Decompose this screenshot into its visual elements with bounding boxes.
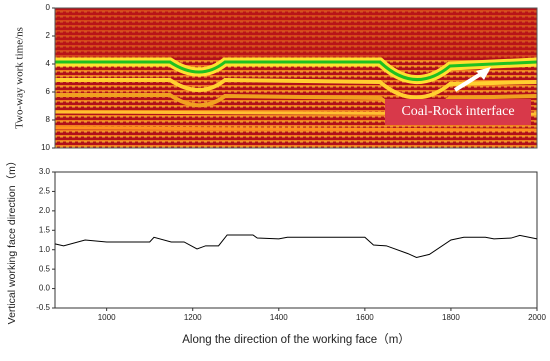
x-tick-label: 1800 (442, 313, 460, 322)
y-tick-label: 1.0 (39, 245, 51, 254)
plot-frame (54, 171, 538, 309)
x-tick-label: 1400 (270, 313, 288, 322)
y-tick-label: 6 (46, 87, 51, 96)
y-tick-label: 2.0 (39, 206, 51, 215)
y-tick-label: -0.5 (36, 303, 50, 312)
y-tick-label: 3.0 (39, 167, 51, 176)
x-tick-label: 1000 (98, 313, 116, 322)
x-tick-label: 1200 (184, 313, 202, 322)
y-tick-label: 0.5 (39, 264, 51, 273)
y-axis-label: Vertical working face direction（m） (6, 156, 18, 325)
x-tick-label: 2000 (528, 313, 546, 322)
x-axis-label: Along the direction of the working face（… (182, 333, 410, 346)
annotation: Coal-Rock interface (401, 104, 514, 119)
y-tick-label: 8 (46, 115, 51, 124)
y-tick-label: 4 (46, 59, 51, 68)
x-tick-label: 1600 (356, 313, 374, 322)
y-tick-label: 2.5 (39, 187, 51, 196)
y-tick-label: 2 (46, 31, 51, 40)
y-tick-label: 10 (41, 143, 50, 152)
y-axis-label: Two-way work time/ns (14, 27, 26, 129)
radargram-image (54, 7, 538, 149)
y-tick-label: 0.0 (39, 284, 51, 293)
y-tick-label: 1.5 (39, 225, 51, 234)
data-line (54, 234, 538, 259)
y-tick-label: 0 (46, 3, 51, 12)
